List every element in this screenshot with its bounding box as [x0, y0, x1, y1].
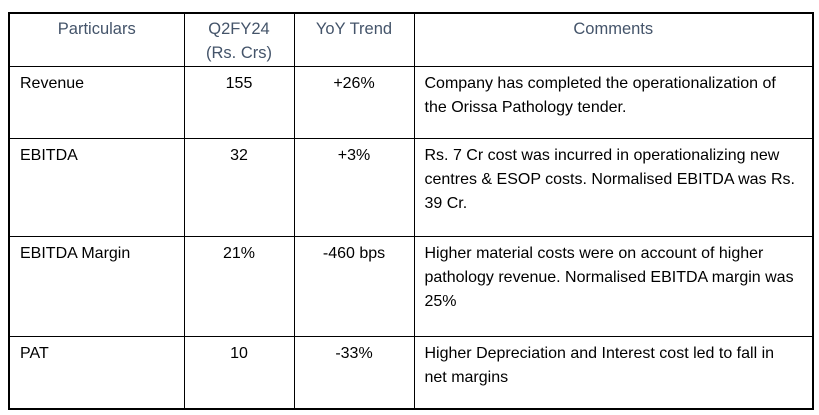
value-cell: 155 [183, 66, 295, 139]
particulars-cell: EBITDA [8, 138, 185, 237]
particulars-cell: PAT [8, 336, 185, 409]
table-row: Revenue 155 +26% Company has completed t… [8, 66, 814, 139]
header-comments-label: Comments [573, 20, 654, 38]
table-row: EBITDA Margin 21% -460 bps Higher materi… [8, 236, 814, 337]
particulars-cell: Revenue [8, 66, 185, 139]
trend-cell: +26% [293, 66, 415, 139]
header-yoy-trend: YoY Trend [293, 12, 415, 67]
table-row: EBITDA 32 +3% Rs. 7 Cr cost was incurred… [8, 138, 814, 237]
header-q2fy24: Q2FY24 (Rs. Crs) [183, 12, 295, 67]
header-comments: Comments [413, 12, 814, 67]
header-q2fy24-sub: (Rs. Crs) [206, 44, 272, 62]
value-cell: 10 [183, 336, 295, 409]
table-header-row: Particulars Q2FY24 (Rs. Crs) YoY Trend C… [8, 12, 814, 67]
header-yoy-trend-label: YoY Trend [315, 20, 393, 38]
particulars-cell: EBITDA Margin [8, 236, 185, 337]
trend-cell: -460 bps [293, 236, 415, 337]
header-particulars: Particulars [8, 12, 185, 67]
table-row: PAT 10 -33% Higher Depreciation and Inte… [8, 336, 814, 409]
quarterly-results-table: Particulars Q2FY24 (Rs. Crs) YoY Trend C… [8, 12, 814, 410]
value-cell: 32 [183, 138, 295, 237]
comment-cell: Rs. 7 Cr cost was incurred in operationa… [413, 138, 814, 237]
header-particulars-label: Particulars [57, 20, 136, 38]
value-cell: 21% [183, 236, 295, 337]
trend-cell: -33% [293, 336, 415, 409]
comment-cell: Higher material costs were on account of… [413, 236, 814, 337]
header-q2fy24-label: Q2FY24 [208, 20, 270, 38]
trend-cell: +3% [293, 138, 415, 237]
comment-cell: Company has completed the operationaliza… [413, 66, 814, 139]
comment-cell: Higher Depreciation and Interest cost le… [413, 336, 814, 409]
